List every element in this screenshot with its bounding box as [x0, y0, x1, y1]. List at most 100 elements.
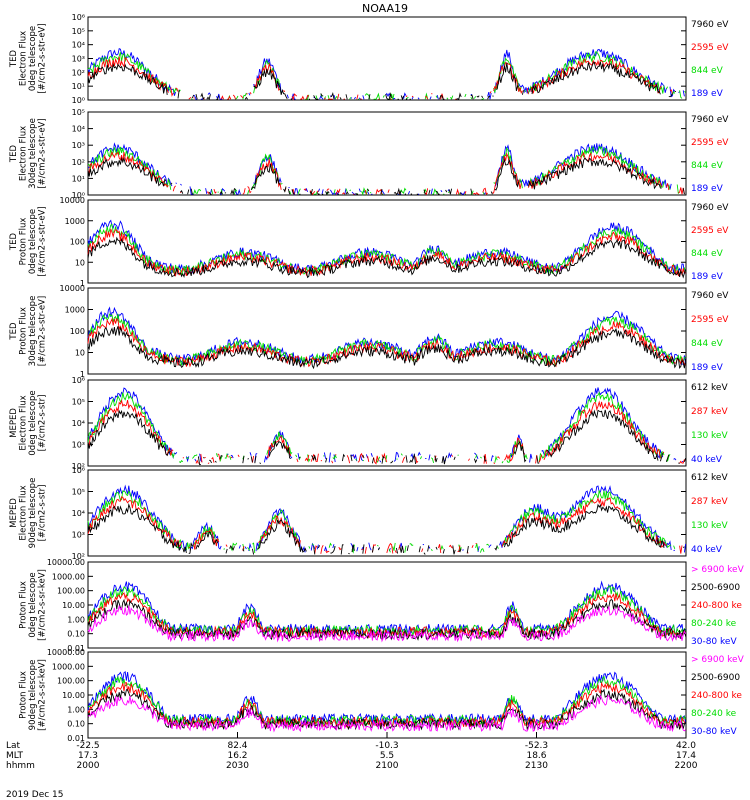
panels: 10⁰ 10¹ 10² 10³ 10⁴ 10⁵ 10⁶ TED Electron Flux 0de… [9, 13, 745, 743]
series-2595-ev [87, 151, 685, 196]
x-tick-label-hhmm: 2100 [376, 761, 399, 771]
x-row-label: Lat [6, 741, 21, 751]
y-axis-label: [#/cm2-s-str-eV] [37, 206, 47, 276]
x-tick-label-mlt: 17.3 [78, 751, 98, 761]
y-tick-label: 10⁶ [72, 376, 85, 385]
series--6900-kev [87, 694, 686, 733]
series-287-kev [87, 399, 685, 465]
series-7960-ev [88, 62, 683, 99]
series-2500-6900 [87, 598, 687, 641]
panel-5: 10² 10³ 10⁴ 10⁵ 10⁶ MEPED Electron Flux 0deg te… [9, 376, 729, 471]
y-axis-label: 30deg telescope [28, 296, 38, 367]
panel-4: 1 10 100 1000 10000 TED Proton Flux 30deg teles… [9, 284, 730, 379]
legend-entry: 2595 eV [691, 138, 729, 148]
y-axis-label: 0deg telescope [28, 572, 38, 637]
y-tick-label: 10⁵ [72, 27, 85, 36]
series-40-kev [87, 484, 687, 553]
series-2595-ev [88, 57, 686, 100]
y-tick-label: 10³ [72, 531, 85, 540]
legend-entry: 189 eV [691, 184, 724, 194]
y-axis-label: [#/cm2-s-str-eV] [37, 118, 47, 188]
legend-entry: 80-240 ke [691, 709, 737, 719]
x-tick-label-lat: 82.4 [227, 741, 247, 751]
legend-entry: 130 keV [691, 431, 728, 441]
panel-8: 0.01 0.10 1.00 10.00 100.00 1000.00 10000.00 Pr… [19, 648, 745, 743]
y-axis-label: MEPED [9, 498, 19, 528]
y-tick-label: 10.00 [62, 601, 85, 610]
legend-entry: 2595 eV [691, 226, 729, 236]
x-tick-label-hhmm: 2030 [226, 761, 249, 771]
x-tick-label-hhmm: 2200 [675, 761, 698, 771]
x-tick-label-mlt: 17.4 [676, 751, 696, 761]
y-tick-label: 10² [72, 462, 85, 471]
x-tick-label-lat: -52.3 [525, 741, 548, 751]
series-287-kev [88, 497, 686, 554]
y-tick-label: 100 [70, 327, 85, 336]
y-tick-label: 0.10 [67, 720, 85, 729]
x-row-label: hhmm [6, 761, 35, 771]
series-189-ev [87, 47, 685, 100]
y-tick-label: 1000.00 [52, 572, 85, 581]
y-tick-label: 10¹ [72, 82, 85, 91]
y-axis-label: TED [9, 49, 19, 68]
x-tick-label-lat: 42.0 [676, 741, 696, 751]
x-tick-label-lat: -22.5 [76, 741, 99, 751]
legend-entry: 30-80 keV [691, 637, 737, 647]
y-axis-label: 90deg telescope [28, 660, 38, 731]
x-tick-label-hhmm: 2000 [77, 761, 100, 771]
y-tick-label: 100.00 [57, 587, 85, 596]
y-axis-label: Proton Flux [18, 218, 28, 266]
panel-6: 10² 10³ 10⁴ 10⁵ 10⁶ MEPED Electron Flux 90deg t… [9, 466, 729, 561]
y-axis-label: 0deg telescope [28, 26, 38, 91]
y-tick-label: 10 [75, 349, 85, 358]
y-tick-label: 10 [75, 258, 85, 267]
legend-entry: 7960 eV [691, 291, 729, 301]
x-tick-label-mlt: 16.2 [227, 751, 247, 761]
y-tick-label: 1 [80, 279, 85, 288]
legend-entry: 2500-6900 [691, 673, 740, 683]
series-844-ev [87, 51, 686, 100]
y-axis-label: [#/cm2-s-str-eV] [37, 296, 47, 366]
y-tick-label: 10⁰ [72, 191, 85, 200]
legend-entry: 2500-6900 [691, 583, 740, 593]
legend-entry: 240-800 ke [691, 691, 742, 701]
series-7960-ev [87, 326, 687, 370]
y-tick-label: 1000.00 [52, 662, 85, 671]
y-tick-label: 10⁶ [72, 466, 85, 475]
y-axis-label: Electron Flux [18, 395, 28, 450]
legend-entry: 612 keV [691, 383, 728, 393]
y-tick-label: 10⁵ [72, 398, 85, 407]
legend-entry: 189 eV [691, 89, 724, 99]
y-axis-label: [#/cm2-s-sr-keV] [38, 659, 48, 731]
series-189-ev [88, 143, 686, 194]
y-tick-label: 10³ [72, 441, 85, 450]
legend-entry: 40 keV [691, 455, 723, 465]
figure-title: NOAA19 [362, 2, 408, 15]
y-axis-label: [#/cm2-s-sr-keV] [38, 569, 48, 641]
legend-entry: 130 keV [691, 521, 728, 531]
y-axis-label: 0deg telescope [28, 209, 38, 274]
y-tick-label: 10³ [72, 55, 85, 64]
y-tick-label: 0.01 [67, 734, 85, 743]
legend-entry: 287 keV [691, 407, 728, 417]
y-tick-label: 10² [72, 158, 85, 167]
panel-7: 0.01 0.10 1.00 10.00 100.00 1000.00 10000.00 Pr… [19, 558, 745, 653]
x-tick-label-mlt: 5.5 [380, 751, 394, 761]
legend-entry: 2595 eV [691, 315, 729, 325]
y-tick-label: 10⁴ [72, 509, 85, 518]
panel-1: 10⁰ 10¹ 10² 10³ 10⁴ 10⁵ 10⁶ TED Electron Flux 0de… [9, 13, 730, 105]
series-7960-ev [87, 156, 685, 196]
y-axis-label: TED [9, 144, 19, 163]
y-tick-label: 10000 [60, 284, 85, 293]
legend-entry: 2595 eV [691, 43, 729, 53]
series-7960-ev [87, 236, 687, 279]
series-844-ev [87, 223, 687, 276]
x-row-label: MLT [6, 751, 24, 761]
y-tick-label: 10⁰ [72, 96, 85, 105]
x-tick-label-mlt: 18.6 [526, 751, 546, 761]
legend-entry: 80-240 ke [691, 619, 737, 629]
y-tick-label: 10⁴ [72, 419, 85, 428]
series-844-ev [88, 147, 683, 194]
